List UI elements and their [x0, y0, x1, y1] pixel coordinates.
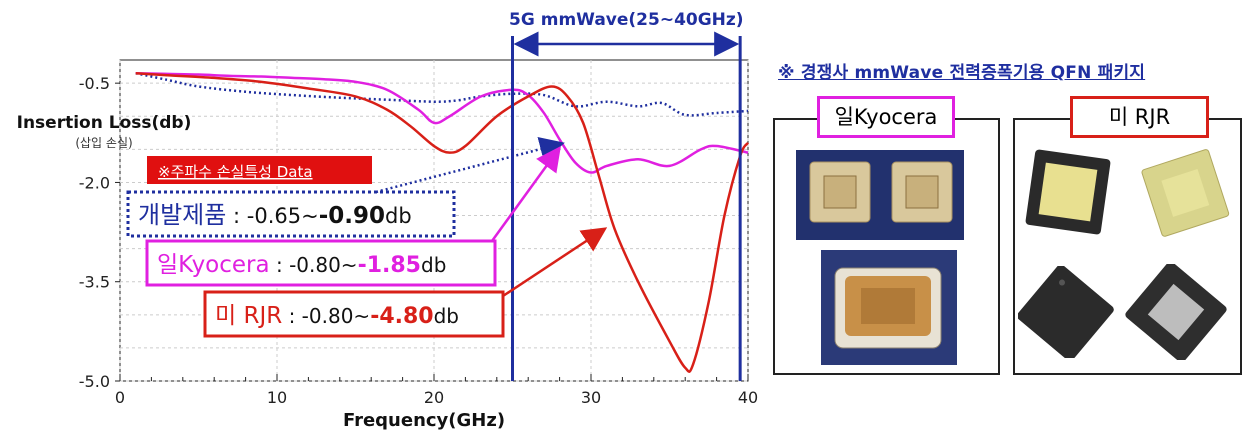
callout-box [145, 239, 497, 287]
callout-range: : -0.80~ [282, 304, 370, 328]
y-axis-sublabel: (삽입 손실) [75, 136, 132, 150]
side-panel-title: ※ 경쟁사 mmWave 전력증폭기용 QFN 패키지 [778, 63, 1146, 83]
rjr-chip-photo-top-right [1141, 149, 1230, 237]
kyocera-chip-photo-top [796, 150, 964, 240]
rjr-tag: 미 RJR [1070, 96, 1209, 138]
callout-unit: db [434, 304, 459, 328]
data-tag-label: ※주파수 손실특성 Data [158, 163, 313, 181]
callout-value: -0.90 [319, 203, 385, 229]
band-label: 5G mmWave(25~40GHz) [509, 10, 744, 30]
x-tick-label: 40 [738, 388, 758, 407]
x-tick-label: 10 [267, 388, 287, 407]
rjr-tag-label: 미 RJR [1108, 105, 1171, 129]
series-line-일Kyocera [135, 71, 749, 174]
callout-arrow [375, 136, 565, 194]
callout-unit: db [421, 253, 446, 277]
x-tick-label: 20 [424, 388, 444, 407]
callout-arrow [490, 145, 561, 242]
insertion-loss-chart: 0 10 20 30 40 -0.5 -2.0 -3.5 -5.0 Frequency(GHz) I… [17, 10, 759, 431]
callout-일Kyocera: 일Kyocera : -0.80~-1.85db [145, 145, 561, 287]
x-tick-label: 0 [115, 388, 125, 407]
mmwave-band: 5G mmWave(25~40GHz) [509, 10, 744, 381]
callout-value: -4.80 [370, 304, 433, 329]
rjr-chip-photo-top-left [1025, 149, 1111, 235]
callout-미 RJR: 미 RJR : -0.80~-4.80db [203, 227, 608, 338]
callout-arrow [502, 227, 608, 298]
callout-range: : -0.80~ [270, 253, 358, 277]
callout-box [203, 290, 505, 338]
callout-text: 미 RJR : -0.80~-4.80db [215, 303, 459, 329]
rjr-chip-photo-bottom-left [1018, 266, 1114, 358]
kyocera-chip-photo-bottom [821, 250, 957, 365]
series-group [135, 71, 750, 373]
kyocera-tag-label: 일Kyocera [834, 105, 938, 129]
callout-range: : -0.65~ [226, 204, 318, 228]
y-tick-label: -0.5 [79, 74, 110, 93]
y-tick-label: -2.0 [79, 173, 110, 192]
callout-unit: db [385, 204, 412, 228]
rjr-chip-photo-bottom-right [1125, 264, 1227, 360]
y-axis-label: Insertion Loss(db) [17, 113, 192, 133]
x-tick-label: 30 [581, 388, 601, 407]
callout-name: 일Kyocera [157, 252, 270, 278]
callout-text: 일Kyocera : -0.80~-1.85db [157, 252, 446, 278]
callout-value: -1.85 [358, 253, 421, 278]
callout-text: 개발제품 : -0.65~-0.90db [138, 201, 412, 229]
series-line-미 RJR [135, 71, 750, 373]
callout-name: 미 RJR [215, 303, 282, 329]
callout-개발제품: 개발제품 : -0.65~-0.90db [126, 136, 565, 238]
y-tick-label: -3.5 [79, 273, 110, 292]
kyocera-tag: 일Kyocera [817, 96, 955, 138]
y-tick-label: -5.0 [79, 372, 110, 391]
axes: 0 10 20 30 40 -0.5 -2.0 -3.5 -5.0 Frequency(GHz) I… [17, 74, 759, 431]
series-line-개발제품 [135, 72, 749, 117]
callout-box [126, 190, 456, 238]
x-axis-label: Frequency(GHz) [343, 410, 505, 431]
data-tag-box [147, 156, 372, 184]
callout-name: 개발제품 [138, 201, 226, 229]
